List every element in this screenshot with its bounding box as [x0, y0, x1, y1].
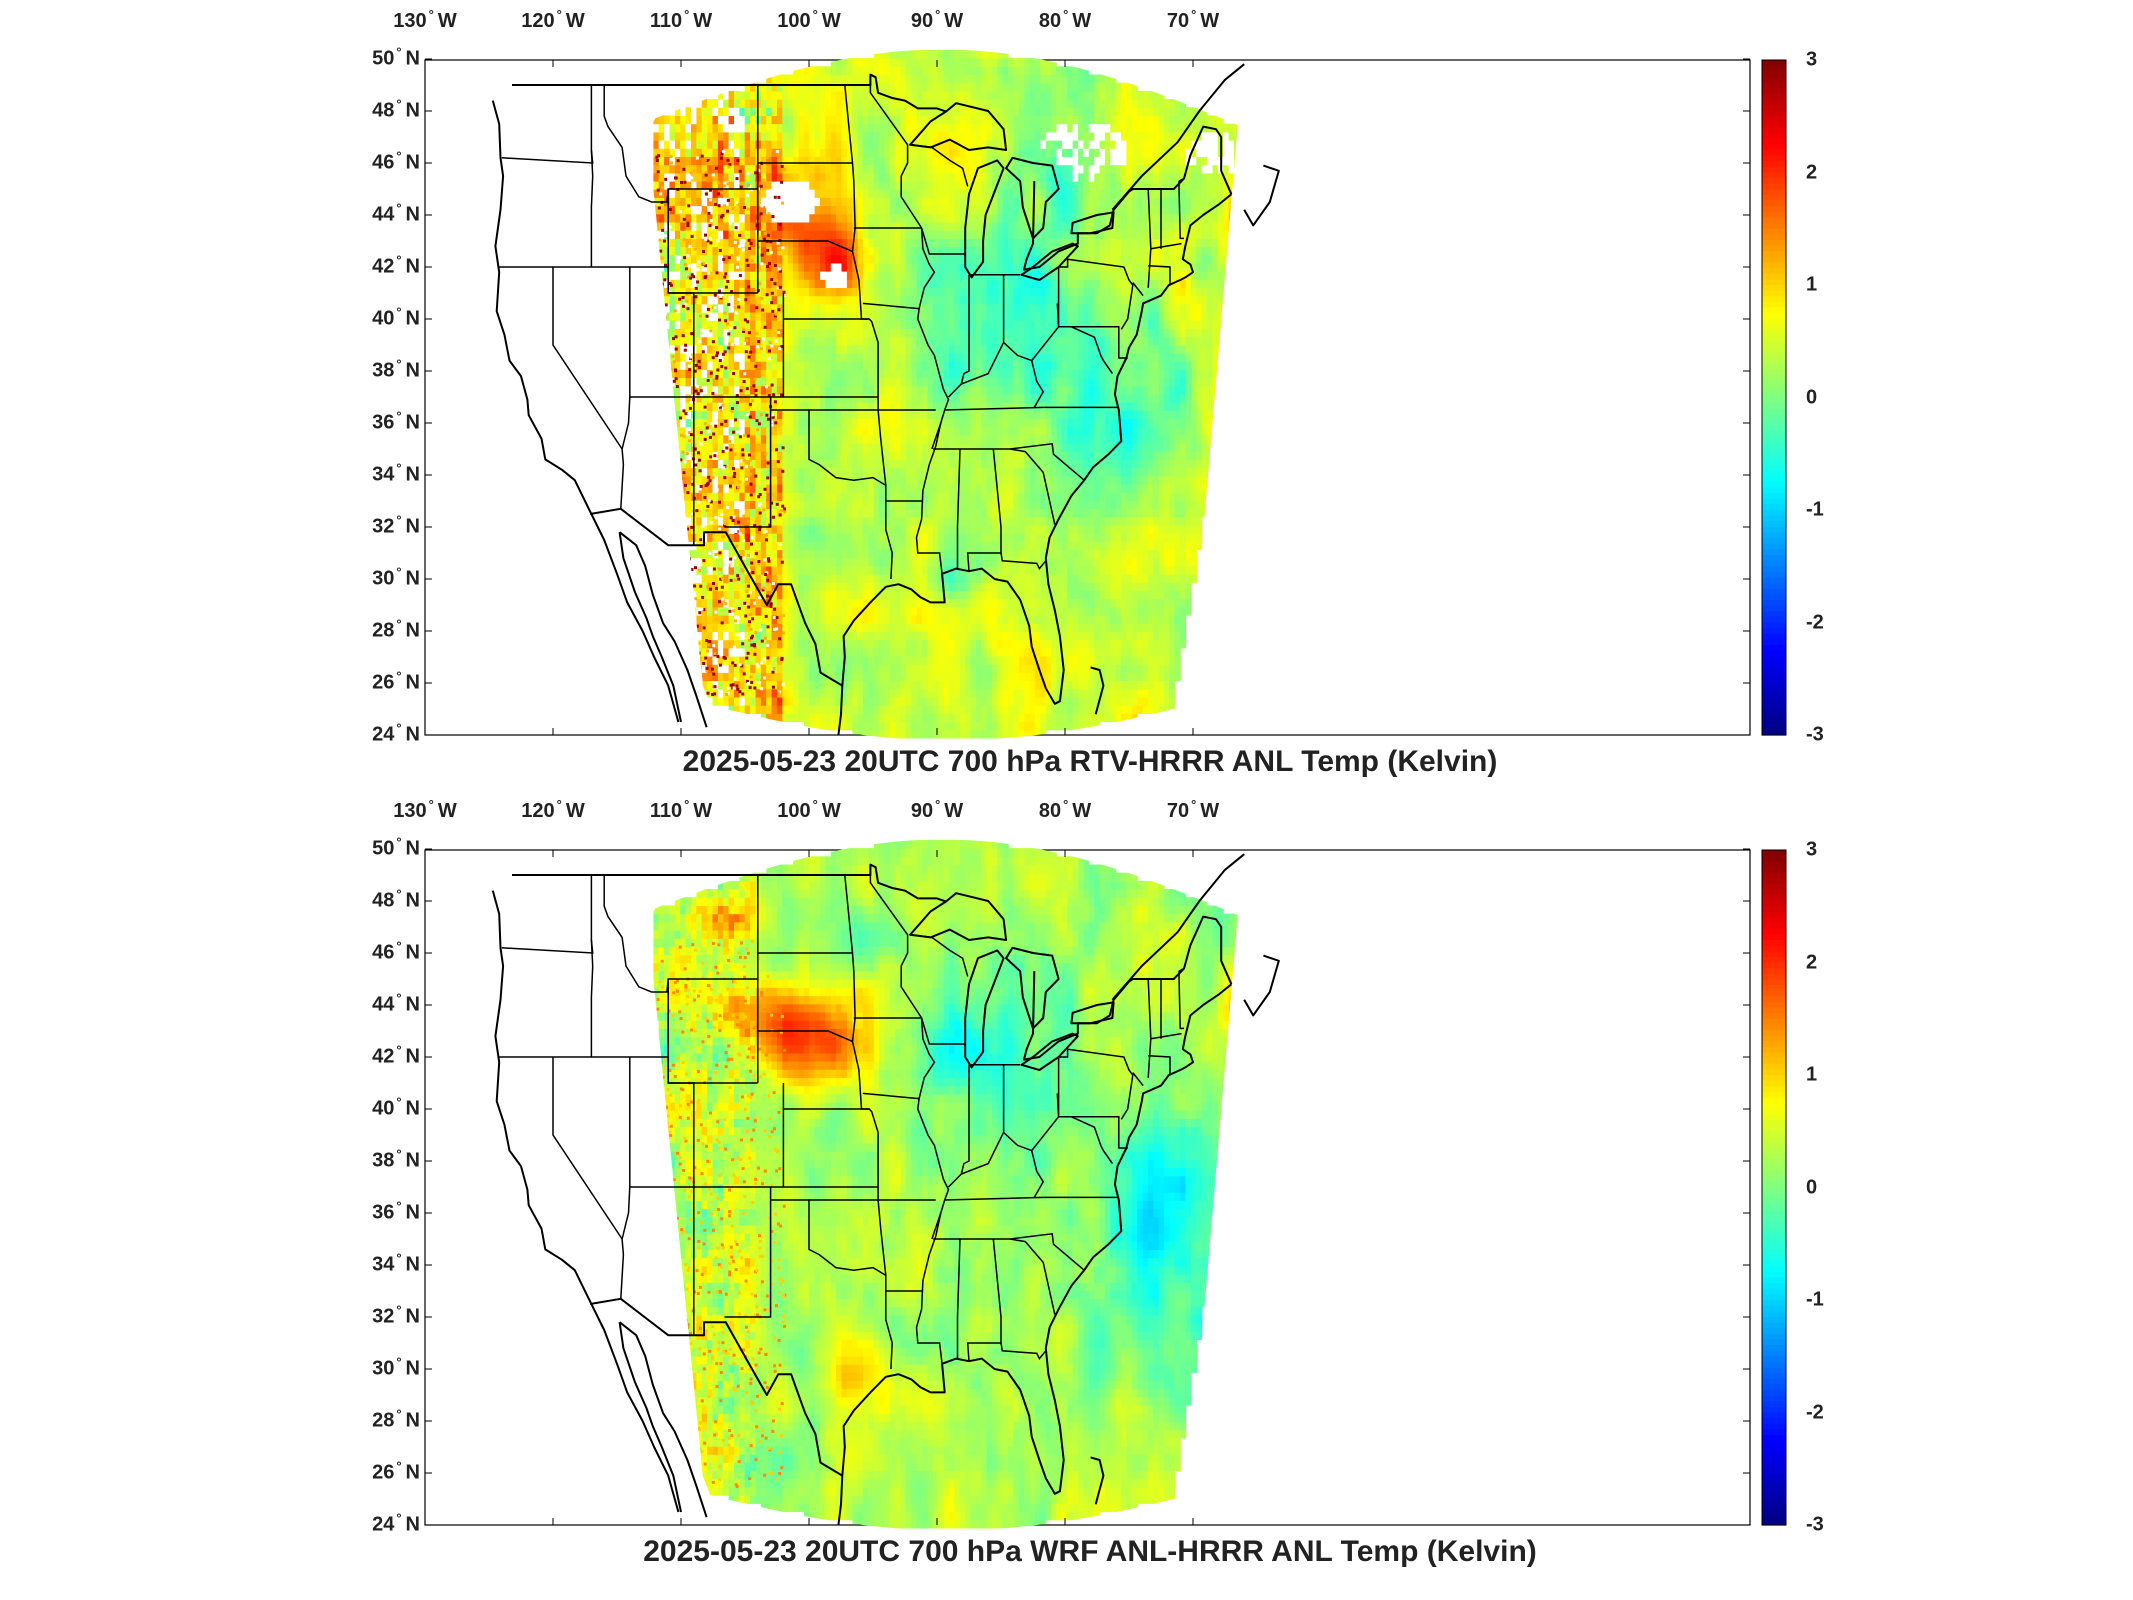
longitude-label: 100 ° W: [777, 797, 841, 822]
map-boundaries: [491, 853, 1280, 1526]
colorbar-tick-label: -1: [1806, 1288, 1824, 1311]
axis-ticks: [424, 848, 1750, 1526]
colorbar-tick-label: 1: [1806, 1063, 1818, 1086]
latitude-label: 24 ° N: [372, 1510, 420, 1536]
temperature-difference-field: [653, 49, 1238, 739]
latitude-label: 42 ° N: [372, 1042, 420, 1068]
lake-outline: [1020, 1032, 1079, 1071]
colorbar-tick-label: 0: [1806, 386, 1818, 408]
latitude-label: 26 ° N: [372, 668, 420, 694]
latitude-label: 48 ° N: [372, 886, 420, 912]
map-panel-rtv: 130 ° W 120 ° W 110 ° W 100 ° W 90 ° W 80 ° W 70 ° W 50 ° N 48 ° N…: [372, 7, 1824, 778]
state-boundaries: [499, 874, 1185, 1370]
colorbar-tick-label: 1: [1806, 273, 1818, 296]
lake-outline: [909, 892, 1008, 941]
latitude-label: 40 ° N: [372, 304, 420, 330]
latitude-label: 40 ° N: [372, 1094, 420, 1120]
colorbar-tick-label: -2: [1806, 1401, 1824, 1423]
latitude-label: 26 ° N: [372, 1458, 420, 1484]
longitude-label: 110 ° W: [649, 7, 713, 32]
colorbar: [1761, 59, 1787, 736]
longitude-label: 70 ° W: [1166, 7, 1220, 32]
latitude-label: 36 ° N: [372, 408, 420, 434]
axis-ticks: [424, 58, 1750, 736]
lake-outline: [964, 949, 1005, 1069]
latitude-label: 48 ° N: [372, 96, 420, 122]
longitude-label: 70 ° W: [1166, 797, 1220, 822]
latitude-label: 50 ° N: [372, 44, 420, 70]
colorbar-tick-label: -3: [1806, 723, 1824, 746]
map-panel-wrf: 130 ° W 120 ° W 110 ° W 100 ° W 90 ° W 80 ° W 70 ° W 50 ° N 48 ° N…: [0, 790, 2133, 1590]
latitude-label: 46 ° N: [372, 938, 420, 964]
map-boundaries: [491, 63, 1280, 736]
colorbar-tick-label: 2: [1806, 161, 1818, 183]
state-boundaries: [499, 84, 1185, 580]
longitude-label: 80 ° W: [1038, 7, 1092, 32]
longitude-label: 120 ° W: [521, 7, 585, 32]
latitude-label: 44 ° N: [372, 990, 420, 1016]
longitude-label: 80 ° W: [1038, 797, 1092, 822]
panel-title: 2025-05-23 20UTC 700 hPa WRF ANL-HRRR AN…: [643, 1535, 1537, 1568]
latitude-label: 38 ° N: [372, 1146, 420, 1172]
latitude-label: 30 ° N: [372, 564, 420, 590]
colorbar-tick-label: 3: [1806, 48, 1818, 71]
panel-title: 2025-05-23 20UTC 700 hPa RTV-HRRR ANL Te…: [682, 745, 1498, 778]
longitude-label: 120 ° W: [521, 797, 585, 822]
longitude-label: 100 ° W: [777, 7, 841, 32]
lake-outline: [1005, 946, 1060, 1030]
temperature-difference-map: [424, 839, 1787, 1529]
longitude-label: 90 ° W: [910, 797, 964, 822]
latitude-label: 28 ° N: [372, 1406, 420, 1432]
latitude-label: 24 ° N: [372, 720, 420, 746]
latitude-label: 34 ° N: [372, 1250, 420, 1276]
latitude-label: 34 ° N: [372, 460, 420, 486]
latitude-label: 36 ° N: [372, 1198, 420, 1224]
latitude-label: 28 ° N: [372, 616, 420, 642]
latitude-label: 30 ° N: [372, 1354, 420, 1380]
latitude-label: 42 ° N: [372, 252, 420, 278]
lake-outline: [1020, 242, 1079, 281]
colorbar-tick-label: 0: [1806, 1176, 1818, 1198]
lake-outline: [909, 102, 1008, 151]
colorbar-tick-label: -1: [1806, 498, 1824, 521]
colorbar-tick-label: -3: [1806, 1513, 1824, 1536]
latitude-label: 38 ° N: [372, 356, 420, 382]
latitude-label: 46 ° N: [372, 148, 420, 174]
latitude-label: 32 ° N: [372, 512, 420, 538]
lake-outline: [1005, 156, 1060, 240]
latitude-label: 32 ° N: [372, 1302, 420, 1328]
temperature-difference-map: [424, 49, 1787, 739]
lake-outline: [1070, 1001, 1115, 1025]
colorbar-tick-label: -2: [1806, 611, 1824, 633]
longitude-label: 110 ° W: [649, 797, 713, 822]
latitude-label: 50 ° N: [372, 834, 420, 860]
latitude-label: 44 ° N: [372, 200, 420, 226]
lake-outline: [1070, 211, 1115, 235]
longitude-label: 90 ° W: [910, 7, 964, 32]
colorbar-tick-label: 3: [1806, 838, 1818, 861]
longitude-label: 130 ° W: [393, 7, 457, 32]
longitude-label: 130 ° W: [393, 797, 457, 822]
colorbar-tick-label: 2: [1806, 951, 1818, 973]
lake-outline: [964, 159, 1005, 279]
colorbar: [1761, 849, 1787, 1526]
